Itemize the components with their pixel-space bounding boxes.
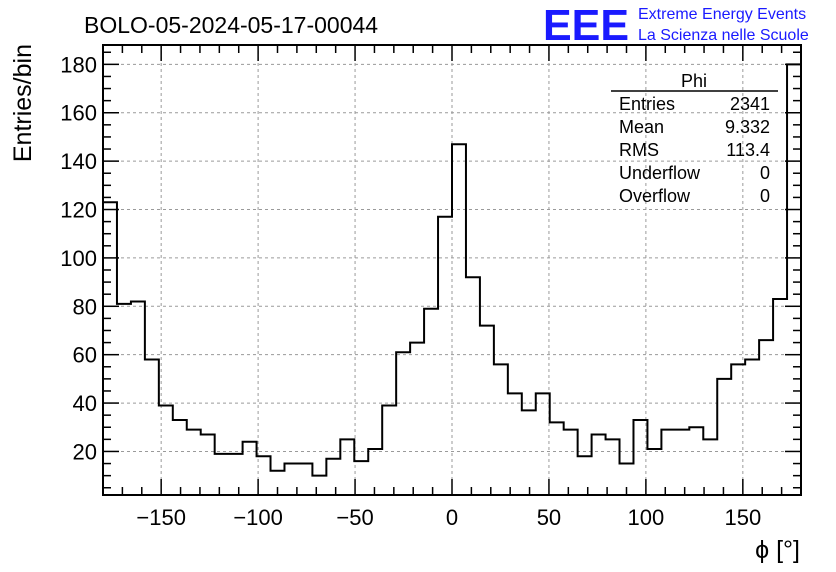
axes: [102, 44, 802, 496]
y-tick-label: 120: [60, 198, 97, 223]
logo-line-1: Extreme Energy Events: [638, 6, 806, 23]
y-tick-label: 160: [60, 101, 97, 126]
stats-label: Underflow: [619, 163, 701, 183]
y-tick-label: 80: [73, 294, 97, 319]
logo-mark: EEE: [543, 1, 629, 50]
x-tick-labels: −150 −100 −50 0 50 100 150: [136, 505, 761, 530]
y-tick-label: 100: [60, 246, 97, 271]
stats-value: 9.332: [725, 117, 770, 137]
eee-logo: EEE Extreme Energy Events La Scienza nel…: [543, 1, 809, 50]
x-tick-label: −100: [233, 505, 283, 530]
y-tick-label: 140: [60, 149, 97, 174]
histogram-line: [102, 63, 802, 495]
x-axis-label: ϕ [°]: [755, 536, 800, 564]
y-axis-label: Entries/bin: [9, 44, 37, 162]
x-tick-label: −150: [136, 505, 186, 530]
y-tick-label: 180: [60, 52, 97, 77]
stats-label: RMS: [619, 140, 659, 160]
x-tick-label: 100: [628, 505, 665, 530]
y-tick-label: 20: [73, 439, 97, 464]
x-tick-label: 0: [446, 505, 458, 530]
y-tick-label: 60: [73, 343, 97, 368]
x-tick-label: 150: [724, 505, 761, 530]
stats-value: 0: [760, 163, 770, 183]
stats-value: 0: [760, 186, 770, 206]
x-tick-label: −50: [336, 505, 373, 530]
x-tick-label: 50: [537, 505, 561, 530]
stats-rows: Entries 2341 Mean 9.332 RMS 113.4 Underflow 0 Ov…: [619, 94, 770, 206]
y-tick-labels: 20 40 60 80 100 120 140 160 180: [60, 52, 97, 464]
stats-box: Phi Entries 2341 Mean 9.332 RMS 113.4 Underflo…: [611, 71, 778, 206]
stats-label: Entries: [619, 94, 675, 114]
stats-value: 113.4: [726, 140, 770, 160]
logo-line-2: La Scienza nelle Scuole: [638, 27, 809, 44]
chart-title: BOLO-05-2024-05-17-00044: [84, 12, 378, 38]
stats-title: Phi: [681, 71, 707, 91]
stats-value: 2341: [730, 94, 770, 114]
grid-lines: [103, 45, 801, 495]
stats-label: Mean: [619, 117, 664, 137]
y-tick-label: 40: [73, 391, 97, 416]
stats-label: Overflow: [619, 186, 691, 206]
